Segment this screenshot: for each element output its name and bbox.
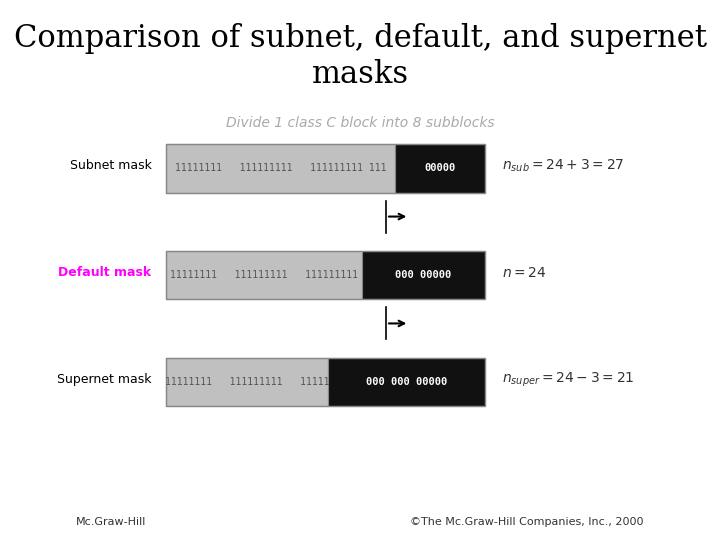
Text: 00000: 00000: [424, 164, 456, 173]
Text: Supernet mask: Supernet mask: [57, 373, 151, 386]
FancyBboxPatch shape: [166, 144, 395, 192]
Text: Default mask: Default mask: [58, 266, 151, 279]
Text: Subnet mask: Subnet mask: [70, 159, 151, 172]
Text: $n = 24$: $n = 24$: [502, 266, 546, 280]
Text: ©The Mc.Graw-Hill Companies, Inc., 2000: ©The Mc.Graw-Hill Companies, Inc., 2000: [410, 517, 644, 526]
FancyBboxPatch shape: [395, 144, 485, 192]
Text: Divide 1 class C block into 8 subblocks: Divide 1 class C block into 8 subblocks: [225, 116, 495, 130]
FancyBboxPatch shape: [328, 358, 485, 406]
FancyBboxPatch shape: [166, 358, 328, 406]
Text: $n_{sub} = 24 + 3 = 27$: $n_{sub} = 24 + 3 = 27$: [502, 158, 624, 174]
FancyBboxPatch shape: [362, 251, 485, 299]
Text: 11111111   111111111   11111: 11111111 111111111 11111: [165, 377, 330, 387]
Text: 000 00000: 000 00000: [395, 271, 451, 280]
Text: 11111111   111111111   111111111: 11111111 111111111 111111111: [170, 271, 358, 280]
Text: Mc.Graw-Hill: Mc.Graw-Hill: [76, 517, 146, 526]
Text: 000 000 00000: 000 000 00000: [366, 377, 447, 387]
FancyBboxPatch shape: [166, 251, 362, 299]
Text: $n_{super} = 24 - 3 = 21$: $n_{super} = 24 - 3 = 21$: [502, 370, 634, 389]
Text: Comparison of subnet, default, and supernet
masks: Comparison of subnet, default, and super…: [14, 23, 706, 90]
Text: 11111111   111111111   111111111 111: 11111111 111111111 111111111 111: [175, 164, 387, 173]
